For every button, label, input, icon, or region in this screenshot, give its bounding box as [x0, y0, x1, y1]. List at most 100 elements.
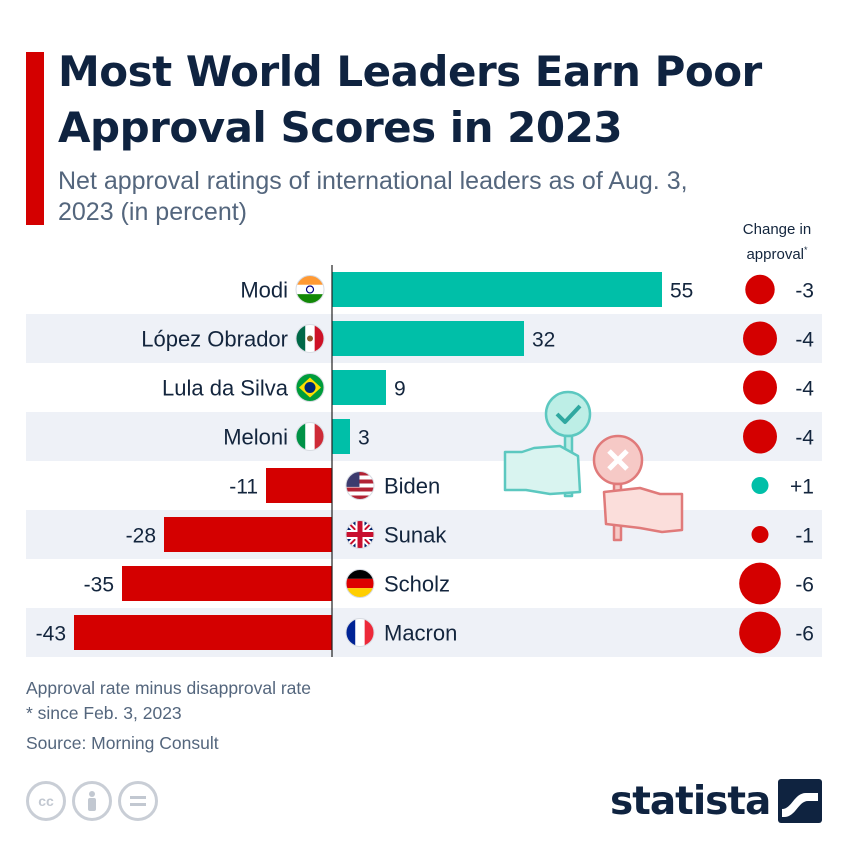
- bar-row: 9 Lula da Silva -4: [162, 370, 814, 405]
- flag-india-icon: [296, 275, 324, 304]
- flag-part: [346, 471, 374, 476]
- flag-part: [296, 294, 324, 304]
- category-label: Sunak: [384, 523, 447, 548]
- flag-part: [346, 569, 374, 579]
- change-header-line2: approval: [746, 246, 805, 263]
- category-label: Biden: [384, 474, 440, 499]
- flag-border: [295, 422, 325, 451]
- flag-border: [295, 373, 325, 402]
- flag-part: [314, 324, 324, 353]
- value-label: 3: [358, 427, 370, 450]
- flag-part: [346, 618, 356, 647]
- flag-part: [314, 422, 324, 451]
- flag-part: [296, 422, 306, 451]
- bar: [122, 566, 332, 601]
- category-label: Lula da Silva: [162, 376, 289, 401]
- flag-brazil-icon: [296, 373, 324, 402]
- flag-uk-icon: [346, 520, 374, 549]
- bar: [332, 370, 386, 405]
- bar: [74, 615, 332, 650]
- brand-name: statista: [610, 778, 771, 824]
- category-label: Scholz: [384, 572, 450, 597]
- approve-sign-icon: [544, 390, 592, 438]
- flag-border: [345, 520, 375, 549]
- value-label: 9: [394, 378, 406, 401]
- flag-part: [346, 588, 374, 598]
- change-bubble: [743, 321, 777, 356]
- bar: [332, 321, 524, 356]
- change-label: -6: [795, 574, 814, 597]
- flag-part: [296, 275, 324, 285]
- flag-part: [305, 422, 315, 451]
- value-label: 32: [532, 329, 555, 352]
- flag-part: [296, 324, 306, 353]
- bar: [332, 419, 350, 454]
- bar-row: 32 López Obrador -4: [141, 321, 814, 356]
- change-bubble: [739, 562, 781, 605]
- bar-row: -35 Scholz -6: [84, 562, 814, 605]
- flag-germany-icon: [346, 569, 374, 598]
- change-label: -1: [795, 525, 814, 548]
- flag-part: [346, 475, 374, 480]
- flag-part: [296, 284, 324, 295]
- row-stripe: [26, 412, 822, 461]
- value-label: 55: [670, 280, 693, 303]
- bar-row: -43 Macron -6: [36, 611, 814, 654]
- category-label: Modi: [240, 278, 288, 303]
- change-header-mark: *: [804, 245, 808, 255]
- nd-icon[interactable]: [118, 781, 158, 821]
- chart-title: Most World Leaders Earn Poor Approval Sc…: [58, 47, 762, 152]
- change-column-header: Change in approval*: [718, 220, 836, 265]
- row-stripe: [26, 510, 822, 559]
- flag-part: [304, 382, 316, 393]
- flag-part: [346, 491, 374, 496]
- flag-border: [345, 618, 375, 647]
- value-label: -11: [229, 476, 258, 499]
- footnote-since: * since Feb. 3, 2023: [26, 703, 182, 723]
- flag-border: [295, 324, 325, 353]
- change-header-line1: Change in: [742, 221, 812, 238]
- change-bubble: [739, 611, 781, 654]
- change-bubble: [743, 370, 777, 405]
- source-note: Source: Morning Consult: [26, 733, 219, 753]
- value-label: -35: [84, 574, 114, 597]
- flag-part: [346, 495, 374, 500]
- license-icons: cc: [26, 781, 158, 821]
- value-label: -28: [126, 525, 156, 548]
- bar-row: 3 Meloni -4: [223, 419, 814, 454]
- by-icon[interactable]: [72, 781, 112, 821]
- bar: [266, 468, 332, 503]
- footnote-definition: Approval rate minus disapproval rate: [26, 678, 312, 698]
- change-label: -3: [795, 280, 814, 303]
- flag-part: [355, 618, 365, 647]
- flag-border: [345, 569, 375, 598]
- change-bubble: [751, 477, 769, 494]
- bar: [332, 272, 662, 307]
- approval-illustration: [503, 390, 684, 542]
- chart-subtitle: Net approval ratings of international le…: [58, 167, 688, 226]
- flag-part: [346, 532, 374, 537]
- bar-row: 55 Modi -3: [240, 272, 814, 307]
- change-bubble: [745, 274, 775, 305]
- bar: [164, 517, 332, 552]
- statista-brand[interactable]: statista: [610, 776, 823, 826]
- flag-mexico-icon: [296, 324, 324, 353]
- disapprove-hand-icon: [602, 486, 684, 534]
- category-label: Macron: [384, 621, 457, 646]
- flag-part: [346, 483, 374, 488]
- change-bubble: [751, 526, 769, 543]
- flag-part: [346, 578, 374, 589]
- value-label: -43: [36, 623, 66, 646]
- flag-part: [307, 335, 313, 342]
- bar-row: -11 Biden +1: [229, 468, 814, 503]
- flag-part: [346, 487, 374, 492]
- flag-border: [345, 471, 375, 500]
- cross-icon: [607, 449, 629, 471]
- category-label: López Obrador: [141, 327, 288, 352]
- category-label: Meloni: [223, 425, 288, 450]
- change-label: -4: [795, 329, 814, 352]
- cc-icon[interactable]: cc: [26, 781, 66, 821]
- change-bubble: [743, 419, 777, 454]
- change-label: +1: [790, 476, 814, 499]
